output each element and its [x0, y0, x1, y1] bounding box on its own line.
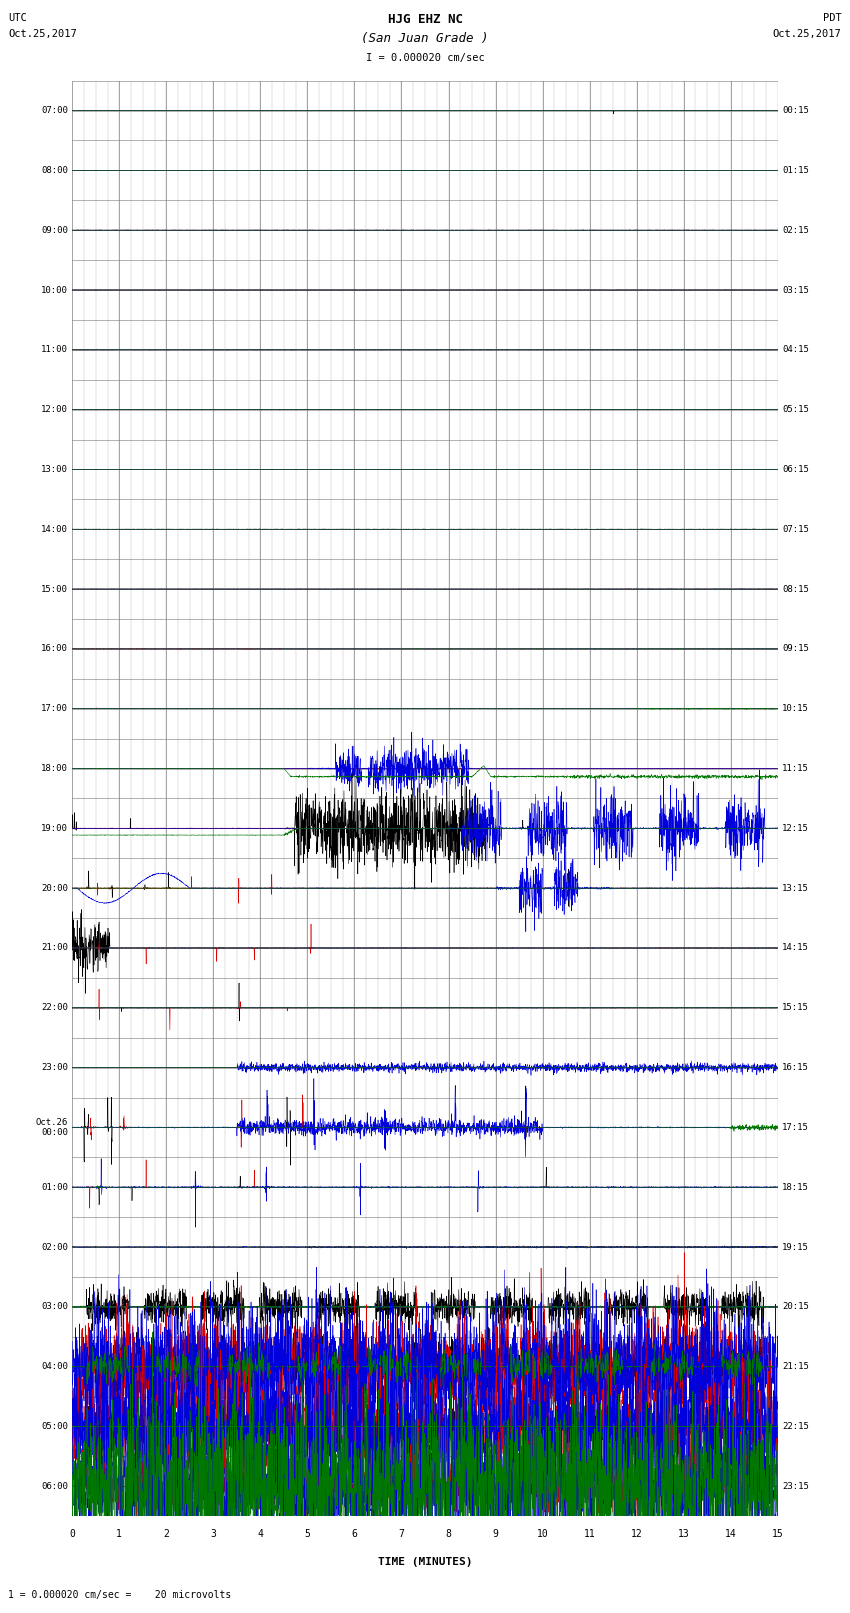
Text: 08:15: 08:15 — [782, 584, 809, 594]
Text: 07:00: 07:00 — [41, 106, 68, 115]
Text: 21:15: 21:15 — [782, 1363, 809, 1371]
Text: 9: 9 — [493, 1529, 498, 1539]
Text: 07:15: 07:15 — [782, 524, 809, 534]
Text: 05:15: 05:15 — [782, 405, 809, 415]
Text: 22:00: 22:00 — [41, 1003, 68, 1013]
Text: 05:00: 05:00 — [41, 1423, 68, 1431]
Text: 3: 3 — [211, 1529, 216, 1539]
Text: 02:15: 02:15 — [782, 226, 809, 234]
Text: (San Juan Grade ): (San Juan Grade ) — [361, 32, 489, 45]
Text: 6: 6 — [352, 1529, 357, 1539]
Text: 22:15: 22:15 — [782, 1423, 809, 1431]
Text: UTC: UTC — [8, 13, 27, 23]
Text: 15:00: 15:00 — [41, 584, 68, 594]
Text: 03:15: 03:15 — [782, 286, 809, 295]
Text: 13:00: 13:00 — [41, 465, 68, 474]
Text: 11: 11 — [584, 1529, 596, 1539]
Text: 0: 0 — [70, 1529, 75, 1539]
Text: 03:00: 03:00 — [41, 1302, 68, 1311]
Text: 01:00: 01:00 — [41, 1182, 68, 1192]
Text: 18:15: 18:15 — [782, 1182, 809, 1192]
Text: 00:00: 00:00 — [41, 1127, 68, 1137]
Text: 04:15: 04:15 — [782, 345, 809, 355]
Text: 13: 13 — [677, 1529, 689, 1539]
Text: 18:00: 18:00 — [41, 765, 68, 773]
Text: 8: 8 — [445, 1529, 451, 1539]
Text: 21:00: 21:00 — [41, 944, 68, 952]
Text: Oct.25,2017: Oct.25,2017 — [8, 29, 77, 39]
Text: 17:00: 17:00 — [41, 705, 68, 713]
Text: PDT: PDT — [823, 13, 842, 23]
Text: Oct.26: Oct.26 — [36, 1118, 68, 1127]
Text: 09:15: 09:15 — [782, 645, 809, 653]
Text: 06:15: 06:15 — [782, 465, 809, 474]
Text: 10:15: 10:15 — [782, 705, 809, 713]
Text: 11:15: 11:15 — [782, 765, 809, 773]
Text: 12:15: 12:15 — [782, 824, 809, 832]
Text: 14: 14 — [725, 1529, 737, 1539]
Text: 01:15: 01:15 — [782, 166, 809, 174]
Text: 10:00: 10:00 — [41, 286, 68, 295]
Text: 19:15: 19:15 — [782, 1242, 809, 1252]
Text: 04:00: 04:00 — [41, 1363, 68, 1371]
Text: 12: 12 — [631, 1529, 643, 1539]
Text: 06:00: 06:00 — [41, 1482, 68, 1490]
Text: 2: 2 — [163, 1529, 169, 1539]
Text: HJG EHZ NC: HJG EHZ NC — [388, 13, 462, 26]
Text: 16:15: 16:15 — [782, 1063, 809, 1073]
Text: 16:00: 16:00 — [41, 645, 68, 653]
Text: 12:00: 12:00 — [41, 405, 68, 415]
Text: 5: 5 — [304, 1529, 310, 1539]
Text: Oct.25,2017: Oct.25,2017 — [773, 29, 842, 39]
Text: 20:00: 20:00 — [41, 884, 68, 892]
Text: 00:15: 00:15 — [782, 106, 809, 115]
Text: 11:00: 11:00 — [41, 345, 68, 355]
Text: 08:00: 08:00 — [41, 166, 68, 174]
Text: 14:15: 14:15 — [782, 944, 809, 952]
Text: 20:15: 20:15 — [782, 1302, 809, 1311]
Text: 4: 4 — [258, 1529, 264, 1539]
Text: 1: 1 — [116, 1529, 122, 1539]
Text: 23:00: 23:00 — [41, 1063, 68, 1073]
Text: 19:00: 19:00 — [41, 824, 68, 832]
Text: TIME (MINUTES): TIME (MINUTES) — [377, 1557, 473, 1566]
Text: I = 0.000020 cm/sec: I = 0.000020 cm/sec — [366, 53, 484, 63]
Text: 7: 7 — [399, 1529, 405, 1539]
Text: 02:00: 02:00 — [41, 1242, 68, 1252]
Text: 09:00: 09:00 — [41, 226, 68, 234]
Text: 1 = 0.000020 cm/sec =    20 microvolts: 1 = 0.000020 cm/sec = 20 microvolts — [8, 1590, 232, 1600]
Text: 10: 10 — [536, 1529, 548, 1539]
Text: 13:15: 13:15 — [782, 884, 809, 892]
Text: 15:15: 15:15 — [782, 1003, 809, 1013]
Text: 15: 15 — [772, 1529, 784, 1539]
Text: 14:00: 14:00 — [41, 524, 68, 534]
Text: 17:15: 17:15 — [782, 1123, 809, 1132]
Text: 23:15: 23:15 — [782, 1482, 809, 1490]
